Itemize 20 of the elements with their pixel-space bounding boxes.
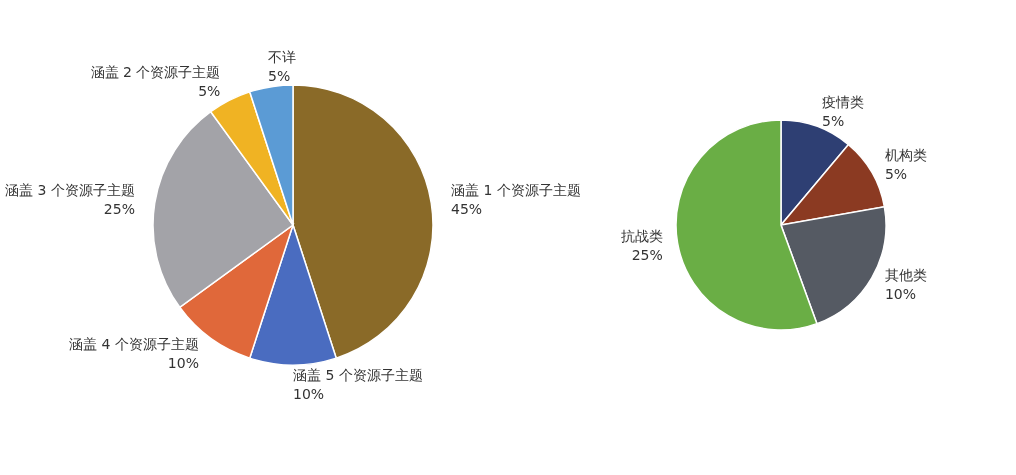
data-label: 25%: [631, 246, 663, 263]
data-label: 5%: [198, 83, 221, 100]
data-label: 10%: [293, 386, 325, 402]
slice-label: 涵盖 3 个资源子主题: [5, 181, 135, 198]
slice-label: 疫情类: [822, 94, 865, 111]
data-label: 5%: [884, 166, 908, 182]
slice-label: 机构类: [884, 147, 927, 163]
data-label: 5%: [267, 67, 291, 84]
slice-label: 抗战类: [620, 227, 663, 244]
data-label: 5%: [822, 113, 845, 130]
slice-label: 涵盖 1 个资源子主题: [451, 181, 581, 198]
data-label: 45%: [451, 200, 483, 217]
slice-label: 不详: [267, 48, 296, 65]
slice-label: 涵盖 5 个资源子主题: [293, 367, 423, 383]
slice-label: 涵盖 4 个资源子主题: [69, 336, 199, 353]
data-label: 10%: [884, 286, 917, 302]
slice-label: 其他类: [884, 267, 927, 283]
data-label: 10%: [167, 355, 199, 372]
slice-label: 涵盖 2 个资源子主题: [90, 64, 221, 81]
data-label: 25%: [103, 200, 135, 217]
